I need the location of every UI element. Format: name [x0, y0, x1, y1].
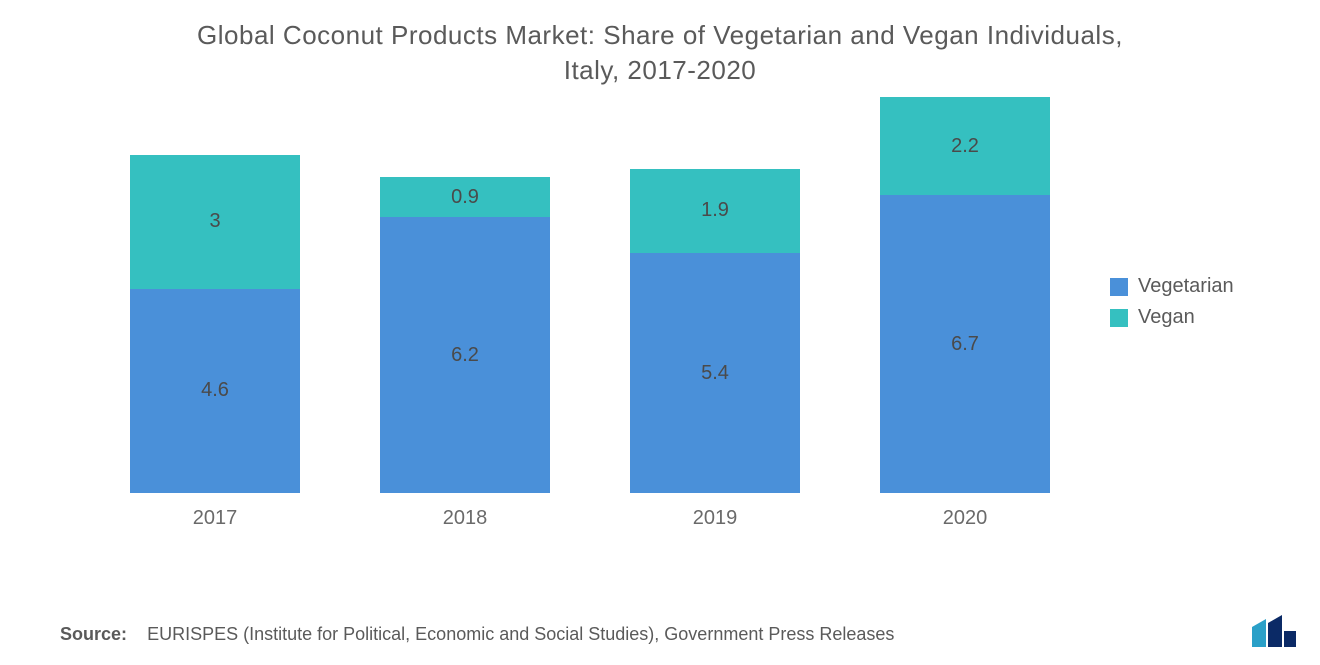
bars-group: 4.6320176.20.920185.41.920196.72.22020 [90, 130, 1090, 530]
chart-title: Global Coconut Products Market: Share of… [0, 0, 1320, 88]
title-line-1: Global Coconut Products Market: Share of… [197, 20, 1123, 50]
legend-label: Vegetarian [1138, 275, 1234, 298]
bar-segment-vegan: 0.9 [380, 177, 550, 217]
title-line-2: Italy, 2017-2020 [564, 55, 757, 85]
legend-label: Vegan [1138, 306, 1195, 329]
source-text: EURISPES (Institute for Political, Econo… [147, 624, 894, 644]
bar-segment-vegetarian: 6.7 [880, 195, 1050, 493]
chart-container: Global Coconut Products Market: Share of… [0, 0, 1320, 665]
bar-column: 5.41.9 2019 [630, 169, 800, 530]
bar-segment-vegetarian: 4.6 [130, 289, 300, 493]
bar-stack: 6.72.2 [880, 97, 1050, 493]
source-label: Source: [60, 624, 127, 644]
bar-segment-vegetarian: 5.4 [630, 253, 800, 493]
legend-swatch [1110, 278, 1128, 296]
legend-item: Vegan [1110, 306, 1234, 329]
plot-area: 4.6320176.20.920185.41.920196.72.22020 [90, 130, 1090, 530]
bar-column: 6.72.2 2020 [880, 97, 1050, 530]
bar-stack: 4.63 [130, 155, 300, 493]
legend-item: Vegetarian [1110, 275, 1234, 298]
x-axis-label: 2020 [943, 507, 988, 530]
bar-segment-vegan: 3 [130, 155, 300, 288]
source-line: Source: EURISPES (Institute for Politica… [60, 624, 894, 645]
x-axis-label: 2017 [193, 507, 238, 530]
bar-segment-vegetarian: 6.2 [380, 217, 550, 493]
bar-column: 4.63 2017 [130, 155, 300, 530]
bar-stack: 5.41.9 [630, 169, 800, 493]
bar-segment-vegan: 1.9 [630, 169, 800, 253]
x-axis-label: 2018 [443, 507, 488, 530]
bar-column: 6.20.9 2018 [380, 177, 550, 530]
bar-stack: 6.20.9 [380, 177, 550, 493]
bar-segment-vegan: 2.2 [880, 97, 1050, 195]
brand-logo-icon [1252, 615, 1296, 647]
x-axis-label: 2019 [693, 507, 738, 530]
legend: Vegetarian Vegan [1110, 275, 1234, 337]
legend-swatch [1110, 309, 1128, 327]
